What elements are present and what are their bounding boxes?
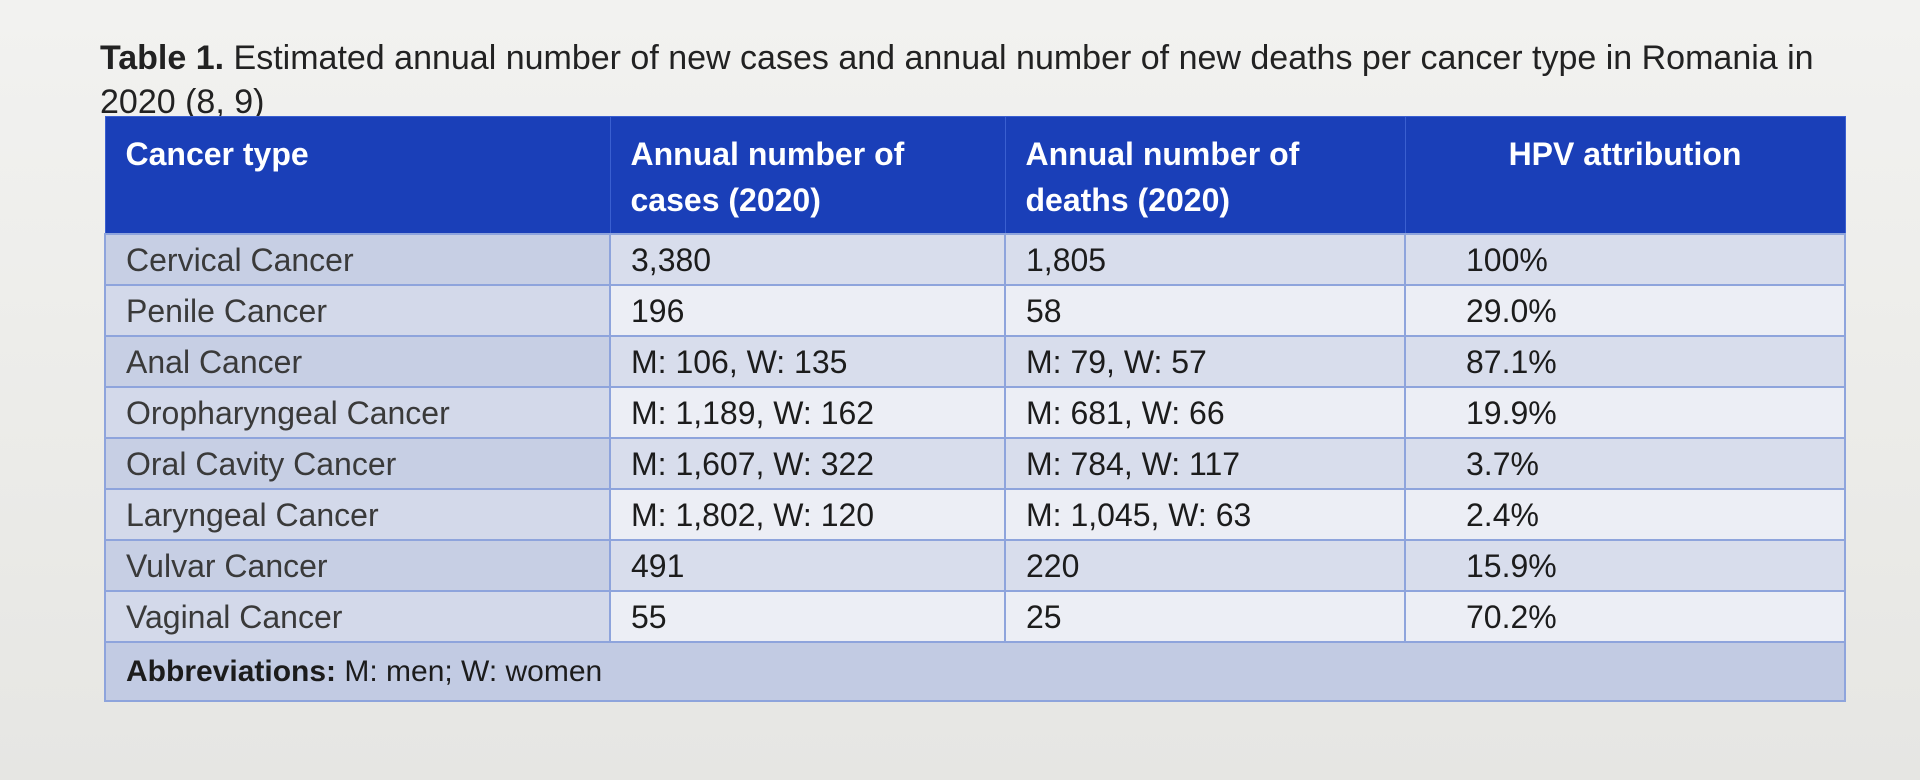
header-cases: Annual number of cases (2020) — [609, 116, 1006, 235]
footnote-row: Abbreviations: M: men; W: women — [104, 641, 1846, 702]
table-row: Anal Cancer M: 106, W: 135 M: 79, W: 57 … — [104, 335, 1846, 388]
cell-cancer-type: Vulvar Cancer — [104, 539, 611, 592]
cell-cases: M: 106, W: 135 — [609, 335, 1006, 388]
cell-deaths: 58 — [1004, 284, 1406, 337]
header-row: Cancer type Annual number of cases (2020… — [104, 116, 1846, 235]
cell-hpv: 3.7% — [1404, 437, 1846, 490]
caption-text: Estimated annual number of new cases and… — [100, 39, 1814, 121]
cell-cancer-type: Penile Cancer — [104, 284, 611, 337]
cell-hpv: 100% — [1404, 233, 1846, 286]
cell-cancer-type: Laryngeal Cancer — [104, 488, 611, 541]
cell-cases: 196 — [609, 284, 1006, 337]
cell-deaths: 1,805 — [1004, 233, 1406, 286]
cell-cancer-type: Oral Cavity Cancer — [104, 437, 611, 490]
cell-deaths: M: 784, W: 117 — [1004, 437, 1406, 490]
table-row: Vaginal Cancer 55 25 70.2% — [104, 590, 1846, 643]
cell-cases: M: 1,802, W: 120 — [609, 488, 1006, 541]
table-row: Penile Cancer 196 58 29.0% — [104, 284, 1846, 337]
cell-cases: 491 — [609, 539, 1006, 592]
table-row: Oral Cavity Cancer M: 1,607, W: 322 M: 7… — [104, 437, 1846, 490]
header-deaths: Annual number of deaths (2020) — [1004, 116, 1406, 235]
cell-cancer-type: Anal Cancer — [104, 335, 611, 388]
table-row: Laryngeal Cancer M: 1,802, W: 120 M: 1,0… — [104, 488, 1846, 541]
cell-deaths: M: 1,045, W: 63 — [1004, 488, 1406, 541]
cell-cases: 55 — [609, 590, 1006, 643]
cell-hpv: 19.9% — [1404, 386, 1846, 439]
cell-deaths: 25 — [1004, 590, 1406, 643]
footnote-text: M: men; W: women — [336, 654, 603, 688]
cell-deaths: 220 — [1004, 539, 1406, 592]
cell-hpv: 15.9% — [1404, 539, 1846, 592]
cell-hpv: 29.0% — [1404, 284, 1846, 337]
table-row: Cervical Cancer 3,380 1,805 100% — [104, 233, 1846, 286]
data-table: Cancer type Annual number of cases (2020… — [104, 116, 1846, 702]
cancer-table: Cancer type Annual number of cases (2020… — [104, 116, 1846, 702]
cell-cases: M: 1,189, W: 162 — [609, 386, 1006, 439]
caption-label: Table 1. — [100, 39, 225, 77]
table-row: Oropharyngeal Cancer M: 1,189, W: 162 M:… — [104, 386, 1846, 439]
cell-cases: M: 1,607, W: 322 — [609, 437, 1006, 490]
footnote-label: Abbreviations: — [126, 654, 337, 688]
cell-hpv: 70.2% — [1404, 590, 1846, 643]
cell-deaths: M: 681, W: 66 — [1004, 386, 1406, 439]
header-hpv-attribution: HPV attribution — [1404, 116, 1846, 235]
header-cancer-type: Cancer type — [104, 116, 611, 235]
table-row: Vulvar Cancer 491 220 15.9% — [104, 539, 1846, 592]
cell-cancer-type: Cervical Cancer — [104, 233, 611, 286]
cell-deaths: M: 79, W: 57 — [1004, 335, 1406, 388]
cell-hpv: 87.1% — [1404, 335, 1846, 388]
cell-cases: 3,380 — [609, 233, 1006, 286]
table-caption: Table 1. Estimated annual number of new … — [100, 36, 1880, 124]
cell-cancer-type: Oropharyngeal Cancer — [104, 386, 611, 439]
cell-hpv: 2.4% — [1404, 488, 1846, 541]
table-footnote: Abbreviations: M: men; W: women — [104, 641, 1846, 702]
cell-cancer-type: Vaginal Cancer — [104, 590, 611, 643]
